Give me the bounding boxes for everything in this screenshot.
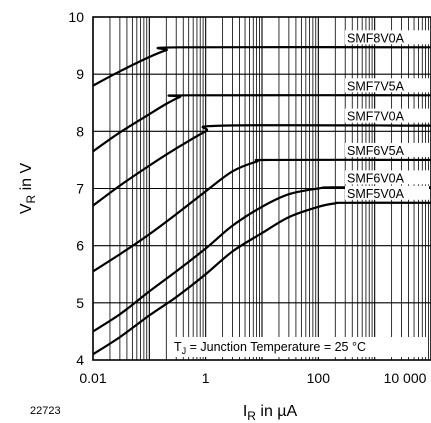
curve-labels: SMF8V0A SMF7V5A SMF7V0A SMF6V5A SMF6V0A SMF5V… (345, 30, 429, 201)
y-tick-label: 6 (76, 238, 84, 254)
plot-frame (92, 16, 431, 361)
y-axis-label: VR in V (18, 162, 38, 214)
curve-smf6v0a (92, 186, 431, 333)
curve-smf8v0a (92, 45, 431, 87)
curve-smf6v5a (92, 158, 431, 273)
svg-text:TJ = Junction Temperature = 25: TJ = Junction Temperature = 25 °C (174, 340, 366, 356)
y-tick-label: 5 (76, 295, 84, 311)
curves (92, 45, 431, 356)
curve-label-smf7v0a: SMF7V0A (347, 110, 405, 124)
tick-labels: 4 5 6 7 8 9 10 0.01 1 100 10 000 (68, 9, 426, 386)
curve-label-background (345, 108, 429, 123)
x-axis-label: IR in µA (243, 403, 298, 423)
curve-label-smf6v5a: SMF6V5A (347, 144, 405, 158)
curve-label-smf6v0a: SMF6V0A (347, 171, 405, 185)
y-tick-label: 7 (76, 181, 84, 197)
curve-label-background (345, 142, 429, 157)
curve-label-background (345, 78, 429, 93)
x-tick-label: 10 000 (384, 370, 427, 386)
curve-label-smf8v0a: SMF8V0A (347, 31, 405, 45)
curve-label-background (345, 170, 429, 185)
x-tick-label: 100 (307, 370, 331, 386)
curve-smf7v5a (92, 94, 431, 153)
y-tick-label: 8 (76, 123, 84, 139)
curve-label-background (345, 30, 429, 45)
y-tick-label: 9 (76, 66, 84, 82)
curve-smf7v0a (92, 124, 431, 207)
y-tick-label: 10 (68, 9, 84, 25)
curve-smf5v0a (92, 201, 431, 356)
y-tick-label: 4 (76, 352, 84, 368)
temperature-annotation: TJ = Junction Temperature = 25 °C (170, 337, 428, 357)
curve-label-smf5v0a: SMF5V0A (347, 187, 405, 201)
curve-label-smf7v5a: SMF7V5A (347, 79, 405, 93)
x-tick-label: 1 (202, 370, 210, 386)
figure-number: 22723 (30, 405, 61, 417)
curve-label-background (345, 185, 429, 200)
x-tick-label: 0.01 (79, 370, 106, 386)
